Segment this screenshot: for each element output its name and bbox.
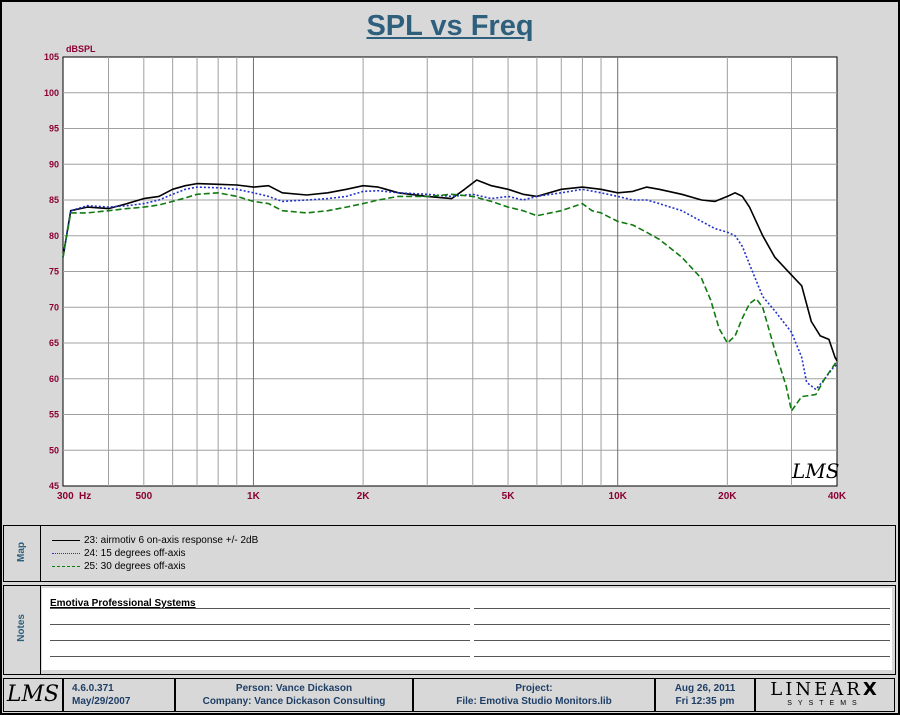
y-tick-label: 85 bbox=[49, 195, 59, 205]
map-panel: Map 23: airmotiv 6 on-axis response +/- … bbox=[3, 525, 896, 582]
legend-swatch bbox=[52, 540, 80, 541]
legend-label: 25: 30 degrees off-axis bbox=[84, 561, 186, 572]
notes-panel: Notes Emotiva Professional Systems bbox=[3, 585, 896, 675]
y-tick-label: 105 bbox=[44, 52, 59, 62]
y-tick-label: 80 bbox=[49, 231, 59, 241]
x-tick-label: 5K bbox=[502, 491, 516, 502]
footer-brand-cell: LINEARX SYSTEMS bbox=[755, 678, 895, 712]
y-tick-label: 60 bbox=[49, 374, 59, 384]
footer-version-cell: 4.6.0.371 May/29/2007 bbox=[63, 678, 175, 712]
notes-panel-divider bbox=[40, 586, 41, 674]
footer-company: Company: Vance Dickason Consulting bbox=[202, 696, 386, 707]
footer-version-date: May/29/2007 bbox=[72, 696, 131, 707]
x-tick-label: 10K bbox=[609, 491, 628, 502]
y-tick-label: 95 bbox=[49, 124, 59, 134]
legend-item: 23: airmotiv 6 on-axis response +/- 2dB bbox=[52, 534, 258, 547]
notes-rule bbox=[474, 656, 890, 657]
x-tick-label: 2K bbox=[357, 491, 371, 502]
footer-date-cell: Aug 26, 2011 Fri 12:35 pm bbox=[655, 678, 755, 712]
x-tick-label: 40K bbox=[828, 491, 847, 502]
footer-date: Aug 26, 2011 bbox=[674, 683, 736, 694]
y-tick-label: 65 bbox=[49, 338, 59, 348]
x-tick-label: Hz bbox=[79, 491, 91, 502]
footer-person: Person: Vance Dickason bbox=[235, 683, 353, 694]
footer-brand-sub: SYSTEMS bbox=[787, 700, 863, 707]
notes-rule bbox=[50, 624, 470, 625]
y-tick-label: 45 bbox=[49, 481, 59, 491]
footer-time: Fri 12:35 pm bbox=[675, 696, 735, 707]
x-tick-label: 500 bbox=[135, 491, 152, 502]
x-tick-label: 300 bbox=[57, 491, 74, 502]
notes-rule bbox=[50, 640, 470, 641]
footer-logo-cell: LMS bbox=[3, 678, 63, 712]
legend-label: 24: 15 degrees off-axis bbox=[84, 548, 186, 559]
notes-company-line: Emotiva Professional Systems bbox=[50, 598, 196, 609]
notes-label: Notes bbox=[16, 614, 27, 642]
y-tick-label: 75 bbox=[49, 267, 59, 277]
footer-file: File: Emotiva Studio Monitors.lib bbox=[456, 696, 612, 707]
legend-swatch bbox=[52, 566, 80, 567]
footer-brand-mark: X bbox=[862, 679, 880, 700]
notes-rule bbox=[474, 624, 890, 625]
y-axis-label: dBSPL bbox=[66, 44, 96, 54]
y-tick-label: 70 bbox=[49, 302, 59, 312]
legend-item: 25: 30 degrees off-axis bbox=[52, 560, 186, 573]
notes-area: Emotiva Professional Systems bbox=[42, 588, 892, 670]
footer-version: 4.6.0.371 bbox=[72, 683, 114, 694]
legend-swatch bbox=[52, 553, 80, 554]
legend-item: 24: 15 degrees off-axis bbox=[52, 547, 186, 560]
series-line-2 bbox=[62, 186, 838, 391]
spl-chart: 105 100 95 90 85 80 75 70 65 60 55 50 45 300 Hz 500 1K 2… bbox=[44, 52, 847, 502]
x-tick-label: 1K bbox=[247, 491, 261, 502]
legend-label: 23: airmotiv 6 on-axis response +/- 2dB bbox=[84, 535, 259, 546]
footer-project-label: Project: bbox=[515, 683, 553, 694]
notes-rule bbox=[474, 640, 890, 641]
y-tick-label: 90 bbox=[49, 159, 59, 169]
x-tick-label: 20K bbox=[718, 491, 737, 502]
y-tick-label: 50 bbox=[49, 445, 59, 455]
lms-watermark: LMS bbox=[791, 459, 839, 483]
footer-person-cell: Person: Vance Dickason Company: Vance Di… bbox=[175, 678, 413, 712]
map-label: Map bbox=[16, 542, 27, 562]
notes-rule bbox=[474, 608, 890, 609]
footer-lms-logo: LMS bbox=[6, 682, 60, 707]
footer-project-cell: Project: File: Emotiva Studio Monitors.l… bbox=[413, 678, 655, 712]
notes-rule bbox=[50, 656, 470, 657]
footer-brand: LINEAR bbox=[770, 679, 863, 700]
y-tick-label: 55 bbox=[49, 410, 59, 420]
series-line-3 bbox=[62, 192, 838, 412]
series-line-1 bbox=[62, 179, 838, 362]
map-panel-divider bbox=[40, 526, 41, 581]
chart-title: SPL vs Freq bbox=[366, 10, 534, 42]
notes-rule bbox=[50, 608, 470, 609]
y-tick-label: 100 bbox=[44, 88, 59, 98]
